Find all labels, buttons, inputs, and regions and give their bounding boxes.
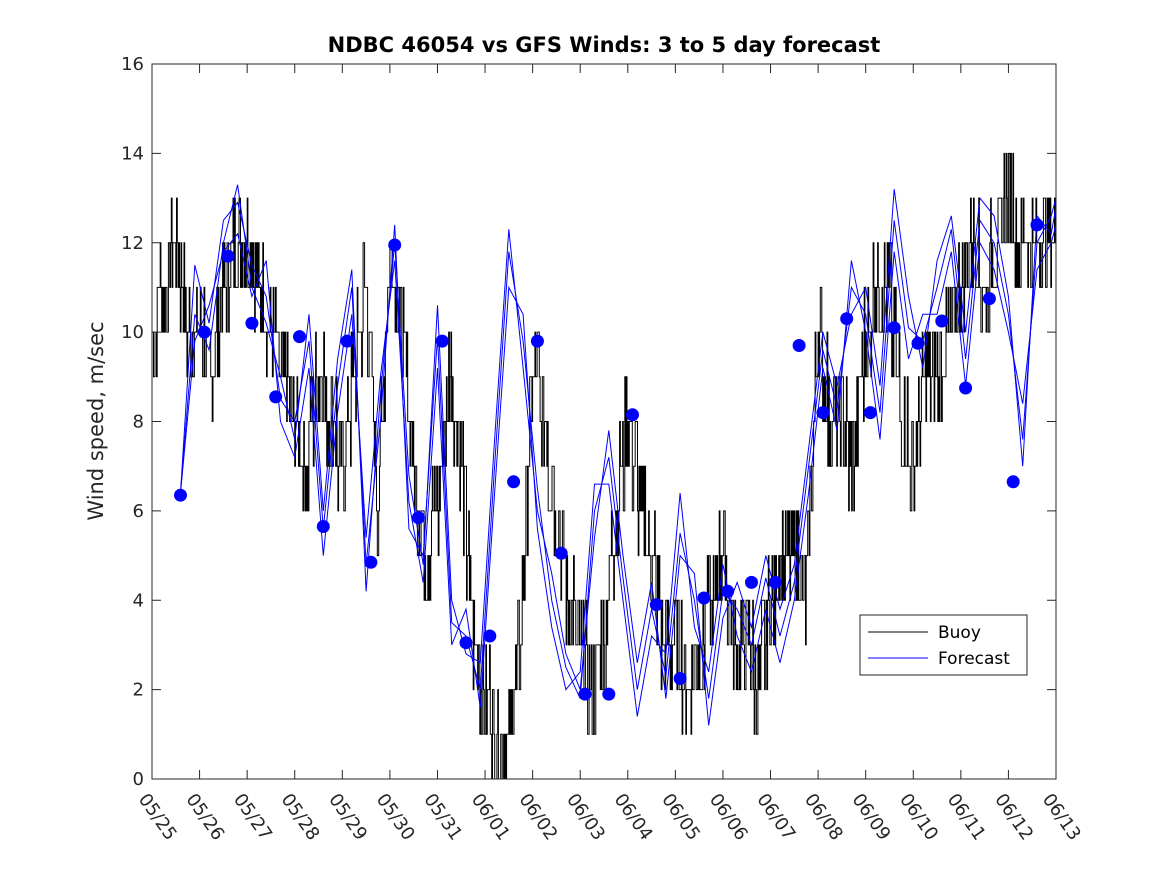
y-tick-label: 6: [133, 501, 144, 522]
x-tick-label: 06/06: [705, 790, 752, 845]
forecast-marker: [673, 672, 687, 685]
forecast-marker: [792, 339, 806, 352]
forecast-marker: [269, 390, 283, 404]
forecast-marker: [959, 381, 973, 395]
forecast-marker: [388, 238, 402, 252]
x-tick-label: 06/13: [1038, 790, 1085, 845]
x-tick-label: 06/03: [562, 790, 609, 845]
forecast-marker: [840, 312, 854, 326]
x-axis: 05/25 05/26 05/27 05/28 05/29 05/30 05/31 06/01…: [134, 64, 1085, 844]
y-tick-label: 16: [121, 54, 144, 75]
forecast-marker: [982, 292, 996, 306]
forecast-marker: [435, 334, 449, 348]
y-axis-label: Wind speed, m/sec: [84, 321, 108, 520]
forecast-marker: [197, 325, 211, 339]
plot-area: [152, 152, 1056, 779]
forecast-marker: [245, 316, 259, 330]
legend-buoy-label: Buoy: [938, 623, 981, 643]
forecast-marker: [745, 575, 758, 589]
forecast-marker: [364, 555, 378, 569]
x-tick-label: 05/29: [324, 790, 371, 845]
y-tick-label: 0: [133, 769, 144, 790]
forecast-marker: [554, 546, 568, 560]
forecast-marker: [411, 511, 425, 525]
x-tick-label: 06/01: [467, 790, 514, 845]
forecast-line-2: [180, 224, 1056, 717]
y-tick-label: 14: [121, 143, 144, 164]
forecast-marker: [1006, 475, 1020, 489]
x-tick-label: 05/28: [277, 790, 324, 845]
forecast-marker: [1030, 218, 1044, 232]
x-tick-label: 06/05: [657, 790, 704, 845]
y-tick-label: 4: [133, 590, 144, 611]
x-tick-label: 06/10: [895, 790, 942, 845]
forecast-markers: [174, 218, 1044, 701]
forecast-marker: [340, 334, 354, 348]
y-tick-label: 10: [121, 322, 144, 343]
x-tick-label: 06/08: [800, 790, 847, 845]
forecast-marker: [721, 584, 735, 598]
forecast-marker: [768, 575, 782, 589]
x-tick-label: 06/09: [848, 790, 895, 845]
forecast-marker: [316, 520, 330, 533]
buoy-series: [152, 152, 1056, 779]
legend: Buoy Forecast: [859, 614, 1028, 676]
y-tick-label: 12: [121, 233, 144, 254]
x-tick-label: 06/07: [752, 790, 799, 845]
x-tick-label: 06/02: [515, 790, 562, 845]
forecast-marker: [697, 591, 711, 605]
forecast-marker: [863, 406, 877, 420]
x-tick-label: 05/27: [229, 790, 276, 845]
x-tick-label: 05/30: [372, 790, 419, 845]
forecast-marker: [602, 687, 616, 701]
forecast-marker: [174, 488, 187, 502]
forecast-marker: [221, 249, 235, 263]
x-tick-label: 05/26: [181, 790, 228, 845]
x-tick-label: 05/25: [134, 790, 181, 845]
forecast-marker: [293, 330, 306, 344]
forecast-marker: [483, 629, 497, 643]
y-axis: 0 2 4 6 8 10 12 14 16: [121, 54, 1056, 790]
x-tick-label: 06/11: [943, 790, 990, 845]
forecast-marker: [816, 406, 830, 420]
forecast-marker: [530, 334, 544, 348]
x-tick-label: 05/31: [419, 790, 466, 845]
y-tick-label: 2: [133, 680, 144, 701]
forecast-marker: [911, 336, 925, 350]
legend-forecast-label: Forecast: [938, 649, 1010, 669]
forecast-marker: [578, 687, 592, 701]
x-tick-label: 06/12: [990, 790, 1037, 845]
forecast-marker: [626, 408, 639, 422]
forecast-marker: [649, 598, 663, 612]
forecast-marker: [887, 321, 901, 335]
forecast-marker: [935, 314, 949, 328]
chart-title: NDBC 46054 vs GFS Winds: 3 to 5 day fore…: [328, 33, 881, 57]
buoy-line: [152, 152, 1056, 779]
y-tick-label: 8: [133, 412, 144, 433]
forecast-line-1: [180, 197, 1056, 699]
x-tick-label: 06/04: [610, 790, 657, 845]
legend-box: [859, 614, 1028, 676]
forecast-marker: [459, 636, 473, 650]
forecast-marker: [507, 475, 521, 489]
